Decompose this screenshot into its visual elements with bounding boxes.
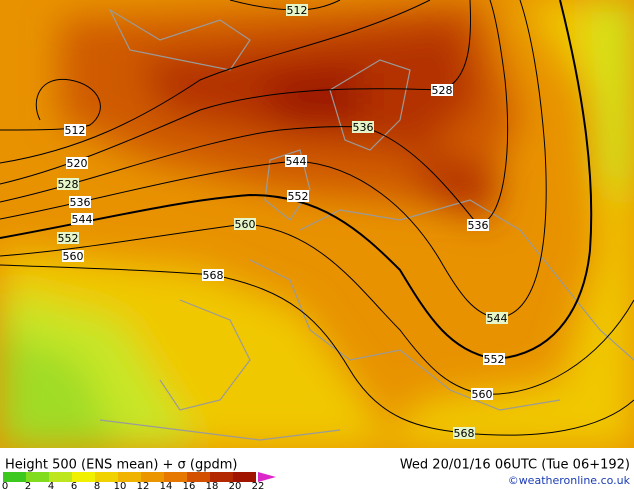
colorbar-cell [187,472,210,482]
colorbar-arrow [258,472,276,482]
label-box [66,157,88,169]
contour-value: 512 [287,4,308,17]
contour-label: 528 [431,84,453,97]
colorbar-tick-label: 4 [48,481,54,490]
colorbar-tick-label: 14 [160,481,173,490]
colorbar-cell [118,472,141,482]
contour-value: 536 [468,219,489,232]
contour-label: 560 [234,218,256,231]
contour-value: 568 [454,427,475,440]
contour-value: 560 [472,388,493,401]
label-box [431,84,453,96]
contour-value: 520 [67,157,88,170]
colorbar-tick-label: 2 [25,481,31,490]
contour-label: 544 [71,213,93,226]
contour-label: 568 [202,269,224,282]
contour-value: 544 [487,312,508,325]
colorbar-cell [164,472,187,482]
contour-value: 552 [58,232,79,245]
contour-value: 544 [72,213,93,226]
contour-label: 536 [467,219,489,232]
contour-label: 560 [62,250,84,263]
label-box [287,190,309,202]
contour-value: 536 [70,196,91,209]
contour-value: 528 [432,84,453,97]
contour-label: 520 [66,157,88,170]
colorbar-tick-label: 8 [94,481,100,490]
colorbar-tick-label: 6 [71,481,77,490]
colorbar: 0 2 4 6 8 10 12 14 16 18 20 22 [2,472,276,490]
contour-value: 568 [203,269,224,282]
colorbar-cell [210,472,233,482]
label-box [62,250,84,262]
colorbar-cell [233,472,256,482]
contour-value: 560 [235,218,256,231]
map-date: Wed 20/01/16 06UTC (Tue 06+192) [400,458,630,473]
colorbar-cell [26,472,49,482]
contour-value: 536 [353,121,374,134]
contour-value: 512 [65,124,86,137]
colorbar-tick-label: 10 [114,481,127,490]
contour-value: 552 [288,190,309,203]
contour-label: 544 [285,155,307,168]
colorbar-tick-label: 0 [2,481,8,490]
colorbar-tick-label: 20 [229,481,242,490]
contour-label: 552 [287,190,309,203]
colorbar-cell [72,472,95,482]
map-title: Height 500 (ENS mean) + σ (gpdm) [5,458,237,473]
contour-value: 552 [484,353,505,366]
contour-lines [0,0,634,436]
label-box [483,353,505,365]
contour-label: 512 [286,4,308,17]
coastlines [99,8,634,441]
colorbar-cell [3,472,26,482]
label-box [57,178,79,190]
colorbar-tick-label: 18 [206,481,219,490]
label-box [202,269,224,281]
label-box [486,312,508,324]
colorbar-cell [49,472,72,482]
contour-label: 536 [69,196,91,209]
contour-label: 512 [64,124,86,137]
colorbar-cell [141,472,164,482]
contour-value: 560 [63,250,84,263]
label-box [286,4,308,16]
contour-value: 528 [58,178,79,191]
contour-label: 560 [471,388,493,401]
label-box [453,427,475,439]
contour-label: 536 [352,121,374,134]
label-box [352,121,374,133]
map-field: 512 512 520 528 536 544 552 560 568 560 552 544 536 5… [0,0,634,448]
label-box [71,213,93,225]
credit: ©weatheronline.co.uk [508,474,631,487]
label-box [64,124,86,136]
label-box [69,196,91,208]
colorbar-tick-label: 16 [183,481,196,490]
contour-label: 528 [57,178,79,191]
colorbar-tick-label: 12 [137,481,150,490]
contour-value: 544 [286,155,307,168]
label-box [234,218,256,230]
contour-label: 552 [57,232,79,245]
label-box [471,388,493,400]
contour-label: 568 [453,427,475,440]
label-box [57,232,79,244]
colorbar-cell [95,472,118,482]
label-box [285,155,307,167]
colorbar-tick-label: 22 [252,481,265,490]
contour-label: 544 [486,312,508,325]
contour-label: 552 [483,353,505,366]
label-box [467,219,489,231]
